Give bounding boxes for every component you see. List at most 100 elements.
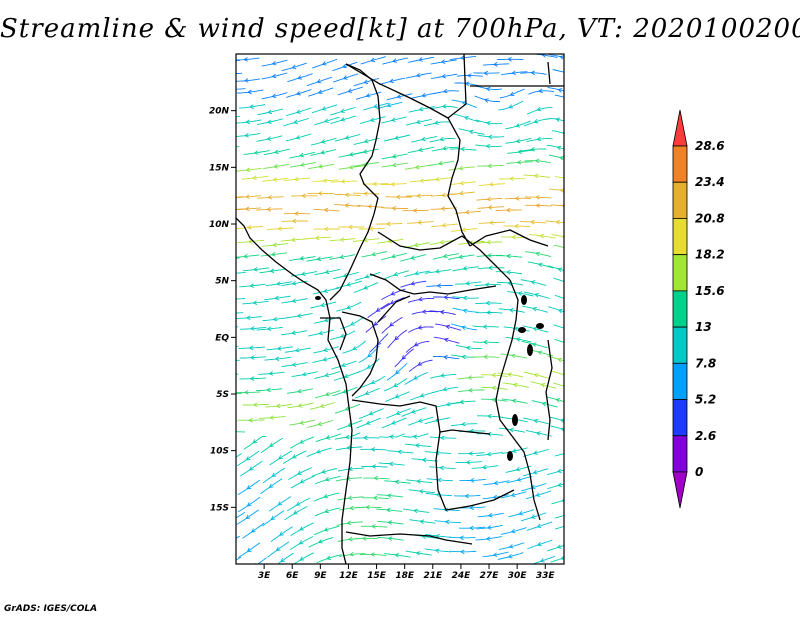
streamline-arrow bbox=[481, 464, 487, 470]
border-line bbox=[320, 317, 347, 351]
streamline-arrow bbox=[415, 72, 421, 78]
streamline-arrow bbox=[367, 352, 372, 358]
x-tick-label: 21E bbox=[423, 571, 443, 581]
streamline bbox=[236, 271, 246, 274]
streamline-arrow bbox=[271, 73, 277, 79]
streamline bbox=[336, 521, 363, 526]
streamline bbox=[308, 536, 334, 548]
streamline bbox=[457, 389, 485, 393]
streamline-arrow bbox=[291, 280, 297, 286]
streamline-arrow bbox=[299, 256, 305, 261]
streamline-arrow bbox=[439, 465, 444, 471]
streamline-arrow bbox=[319, 403, 325, 409]
streamline bbox=[548, 188, 564, 191]
streamline bbox=[259, 268, 286, 274]
streamline bbox=[359, 116, 386, 124]
streamline-arrow bbox=[248, 417, 253, 423]
streamline-arrow bbox=[565, 298, 569, 302]
streamline-arrow bbox=[509, 91, 515, 96]
streamline bbox=[495, 271, 523, 275]
streamline-arrow bbox=[417, 296, 423, 302]
streamline bbox=[314, 507, 340, 517]
streamline bbox=[242, 522, 265, 539]
streamline bbox=[525, 196, 552, 199]
streamline-arrow bbox=[461, 354, 466, 360]
streamline-arrow bbox=[394, 135, 399, 141]
streamline-arrow bbox=[414, 164, 420, 170]
streamline bbox=[236, 254, 260, 258]
streamline-arrow bbox=[316, 449, 321, 454]
streamline bbox=[353, 238, 380, 242]
streamline bbox=[552, 382, 564, 387]
streamline-arrow bbox=[488, 220, 494, 225]
streamline-arrow bbox=[347, 88, 353, 93]
streamline bbox=[500, 491, 527, 499]
streamline bbox=[211, 478, 235, 489]
streamline-arrow bbox=[269, 268, 275, 274]
streamline-arrow bbox=[324, 372, 330, 378]
streamline-arrow bbox=[252, 439, 258, 444]
streamline bbox=[238, 542, 261, 558]
streamline-arrow bbox=[511, 398, 517, 404]
streamline-arrow bbox=[540, 382, 546, 388]
streamline-arrow bbox=[466, 73, 472, 78]
streamline-arrow bbox=[437, 161, 443, 166]
streamline-arrow bbox=[439, 136, 445, 142]
streamline-arrow bbox=[460, 146, 465, 152]
streamline-arrow bbox=[415, 119, 421, 125]
streamline bbox=[284, 506, 308, 521]
streamline bbox=[340, 316, 365, 330]
streamline-arrow bbox=[510, 353, 516, 359]
streamline-arrow bbox=[442, 354, 448, 360]
colorbar-segment bbox=[672, 181, 688, 219]
border-line bbox=[447, 54, 467, 119]
streamline-arrow bbox=[244, 206, 250, 212]
streamline bbox=[500, 527, 527, 535]
streamline-arrow bbox=[342, 389, 347, 394]
streamline bbox=[459, 478, 486, 482]
streamline bbox=[552, 370, 564, 376]
streamline-arrow bbox=[317, 539, 323, 544]
streamline bbox=[405, 194, 433, 197]
streamline-arrow bbox=[386, 102, 392, 108]
streamline bbox=[451, 323, 478, 331]
streamline-arrow bbox=[493, 480, 499, 486]
x-tick-label: 12E bbox=[339, 571, 359, 581]
streamline-arrow bbox=[345, 445, 351, 451]
streamline bbox=[505, 336, 532, 343]
streamline-arrow bbox=[342, 75, 348, 80]
streamline-arrow bbox=[243, 390, 249, 395]
streamline-arrow bbox=[516, 160, 522, 165]
streamline bbox=[529, 234, 556, 239]
streamline bbox=[314, 390, 341, 399]
streamline bbox=[281, 62, 308, 72]
streamline-arrow bbox=[468, 451, 473, 456]
streamline bbox=[553, 324, 564, 329]
streamline-arrow bbox=[323, 118, 329, 123]
streamline bbox=[476, 451, 503, 456]
streamline bbox=[334, 403, 361, 414]
streamline bbox=[475, 312, 503, 314]
streamline bbox=[477, 134, 505, 138]
lake bbox=[527, 344, 533, 356]
border-line bbox=[435, 431, 515, 511]
streamline-arrow bbox=[533, 292, 539, 298]
streamline bbox=[263, 163, 290, 170]
streamline bbox=[457, 376, 484, 380]
streamline-arrow bbox=[245, 456, 251, 461]
streamline-arrow bbox=[370, 552, 375, 557]
streamline bbox=[236, 196, 244, 198]
streamline bbox=[495, 255, 523, 258]
streamline bbox=[474, 95, 501, 102]
streamline-arrow bbox=[391, 154, 397, 159]
x-tick-label: 24E bbox=[452, 571, 472, 581]
streamline-arrow bbox=[321, 469, 327, 474]
streamline bbox=[454, 113, 480, 123]
streamline-arrow bbox=[441, 145, 447, 151]
streamline bbox=[376, 101, 403, 110]
streamline-arrow bbox=[508, 544, 514, 549]
streamline-arrow bbox=[323, 493, 329, 499]
border-line bbox=[469, 229, 549, 247]
colorbar-label: 28.6 bbox=[695, 139, 725, 153]
streamline bbox=[309, 401, 336, 410]
